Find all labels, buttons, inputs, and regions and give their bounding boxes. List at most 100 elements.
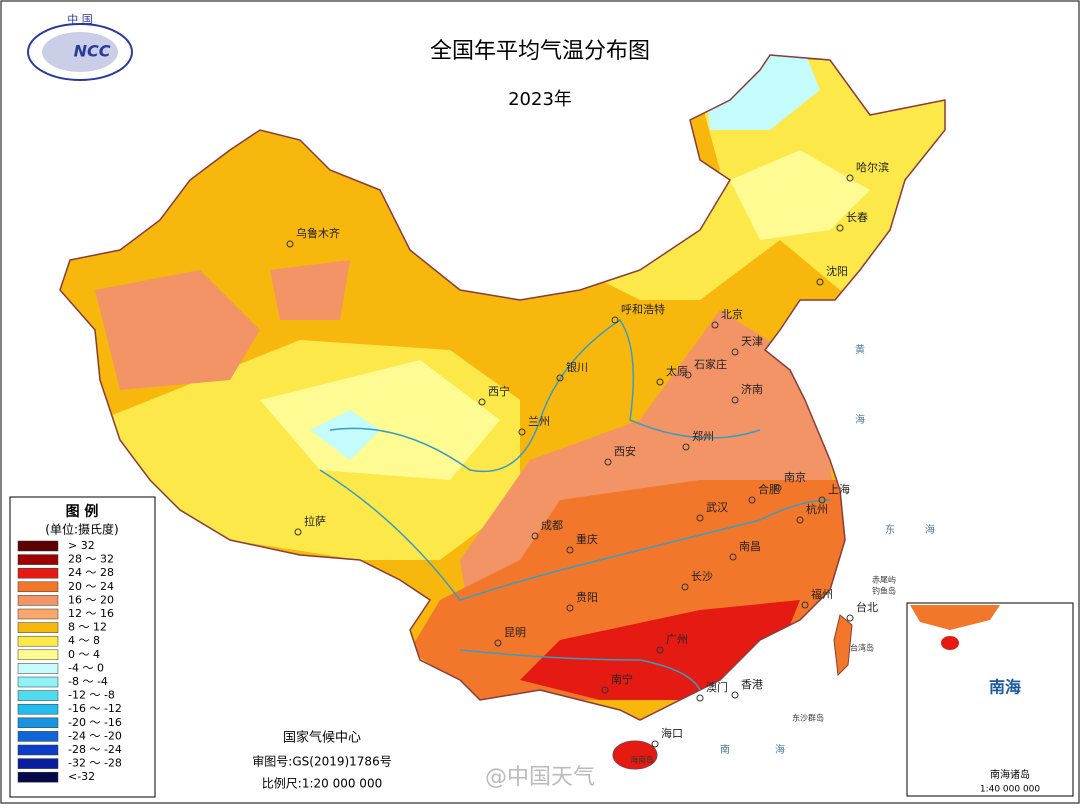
city-marker (601, 686, 609, 694)
place-label: 赤尾屿 (872, 576, 896, 585)
sea-label: 海 (775, 743, 785, 756)
city-label: 天津 (741, 335, 763, 348)
legend-swatch (17, 554, 59, 565)
city-marker (696, 514, 704, 522)
city-marker (731, 691, 739, 699)
city-label: 北京 (721, 307, 743, 321)
taiwan (833, 614, 853, 677)
city-marker (681, 583, 689, 591)
logo-top: 中 国 (67, 13, 93, 26)
legend-swatch (17, 703, 59, 715)
inset-caption: 南海诸岛 (990, 768, 1030, 781)
legend-swatch (17, 758, 59, 769)
legend-swatch (17, 663, 59, 674)
inset-box (906, 602, 1074, 797)
city-marker (682, 443, 690, 451)
legend-label: -24 ～ -20 (68, 729, 122, 742)
city-label: 广州 (666, 633, 688, 646)
city-label: 西安 (614, 444, 636, 458)
border (59, 54, 946, 721)
rivers (319, 318, 831, 691)
legend-label: 8 ～ 12 (68, 621, 107, 634)
sea-label: 南 (720, 743, 730, 756)
city-marker (556, 374, 564, 382)
city-label: 上海 (828, 482, 850, 496)
place-label: 台湾岛 (850, 643, 874, 653)
city-label: 长春 (846, 211, 868, 224)
inset-scale: 1:40 000 000 (980, 785, 1041, 795)
city-label: 银川 (566, 360, 588, 374)
city-marker (566, 546, 574, 554)
legend-swatch (17, 676, 59, 688)
city-marker (611, 316, 619, 324)
logo: 中 国 NCC (27, 13, 133, 81)
city-label: 贵阳 (576, 591, 598, 604)
inset-coast (910, 605, 1000, 630)
city-marker (656, 646, 664, 654)
city-marker (731, 348, 739, 356)
legend-swatch (17, 635, 59, 647)
legend-swatch (17, 540, 59, 552)
city-marker (478, 398, 486, 406)
city-label: 武汉 (706, 501, 728, 514)
city-marker (796, 516, 804, 524)
city-marker (818, 496, 826, 504)
city-label: 呼和浩特 (621, 302, 665, 316)
city-marker (494, 639, 502, 647)
legend-label: -28 ～ -24 (68, 743, 122, 756)
city-marker (656, 378, 664, 386)
city-label: 南昌 (739, 540, 761, 553)
city-marker (801, 601, 809, 609)
title: 全国年平均气温分布图 (430, 39, 650, 64)
city-label: 拉萨 (304, 514, 326, 528)
legend-label: -12 ～ -8 (68, 689, 115, 702)
legend-swatch (17, 731, 59, 742)
city-label: 乌鲁木齐 (296, 226, 340, 240)
legend-label: 16 ～ 20 (68, 593, 114, 606)
city-marker (774, 484, 782, 492)
city-marker (711, 321, 719, 329)
legend-label: -4 ～ 0 (68, 661, 104, 674)
sea-label: 海 (855, 413, 865, 426)
legend-swatch (17, 744, 59, 756)
place-label: 海南岛 (630, 755, 654, 765)
legend-label: 20 ～ 24 (68, 580, 114, 593)
legend-label: <-32 (68, 770, 95, 783)
inset-title: 南海 (989, 678, 1021, 697)
footer-approval: 审图号:GS(2019)1786号 (252, 754, 391, 769)
watermark: @中国天气 (485, 765, 595, 790)
legend-label: 24 ～ 28 (68, 566, 114, 579)
city-label: 福州 (811, 587, 833, 601)
legend-label: > 32 (68, 539, 95, 552)
city-label: 重庆 (576, 532, 598, 546)
legend-title: 图 例 (66, 503, 99, 520)
place-label: 钓鱼岛 (872, 586, 896, 596)
sea-label: 黄 (855, 343, 865, 356)
sea-label: 东 (885, 523, 895, 536)
city-label: 成都 (541, 519, 563, 532)
city-marker (518, 428, 526, 436)
city-label: 海口 (661, 726, 683, 740)
city-marker (731, 396, 739, 404)
legend-swatch (17, 690, 59, 701)
city-marker (566, 604, 574, 612)
legend-label: 0 ～ 4 (68, 648, 100, 661)
place-label: 东沙群岛 (792, 713, 824, 723)
footer-org: 国家气候中心 (283, 730, 361, 746)
legend-label: -20 ～ -16 (68, 716, 122, 729)
city-marker (651, 740, 659, 748)
city-label: 石家庄 (694, 357, 727, 371)
city-label: 南京 (784, 470, 806, 484)
city-marker (684, 371, 692, 379)
city-label: 西宁 (488, 384, 510, 398)
sea-label: 海 (925, 523, 935, 536)
legend-label: -16 ～ -12 (68, 702, 122, 715)
city-label: 台北 (856, 600, 878, 614)
inset: 南海 南海诸岛 1:40 000 000 (906, 602, 1074, 797)
legend-label: 28 ～ 32 (68, 553, 114, 566)
logo-text: NCC (74, 42, 111, 61)
